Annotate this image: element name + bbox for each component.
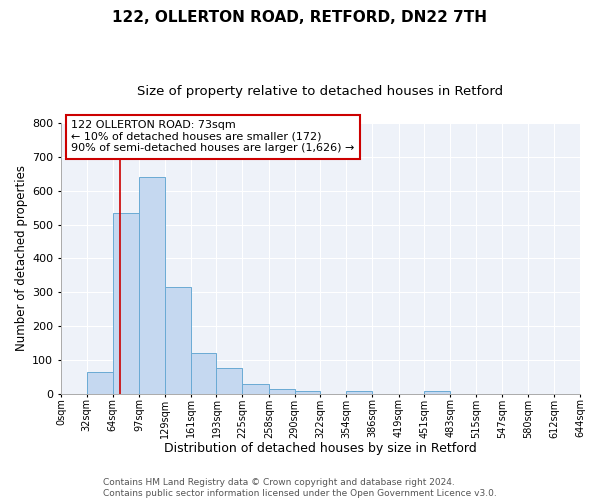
Bar (217, 368, 242, 394)
Bar (269, 389, 295, 394)
Bar (165, 288, 191, 394)
Y-axis label: Number of detached properties: Number of detached properties (15, 166, 28, 352)
Text: Contains HM Land Registry data © Crown copyright and database right 2024.
Contai: Contains HM Land Registry data © Crown c… (103, 478, 497, 498)
Title: Size of property relative to detached houses in Retford: Size of property relative to detached ho… (137, 85, 503, 98)
X-axis label: Distribution of detached houses by size in Retford: Distribution of detached houses by size … (164, 442, 477, 455)
Bar (424, 392, 450, 394)
Text: 122 OLLERTON ROAD: 73sqm
← 10% of detached houses are smaller (172)
90% of semi-: 122 OLLERTON ROAD: 73sqm ← 10% of detach… (71, 120, 355, 154)
Text: 122, OLLERTON ROAD, RETFORD, DN22 7TH: 122, OLLERTON ROAD, RETFORD, DN22 7TH (113, 10, 487, 25)
Bar (191, 354, 217, 394)
Bar (87, 372, 113, 394)
Bar (113, 212, 139, 394)
Bar (242, 384, 269, 394)
Bar (139, 177, 165, 394)
Bar (295, 391, 320, 394)
Bar (346, 391, 372, 394)
